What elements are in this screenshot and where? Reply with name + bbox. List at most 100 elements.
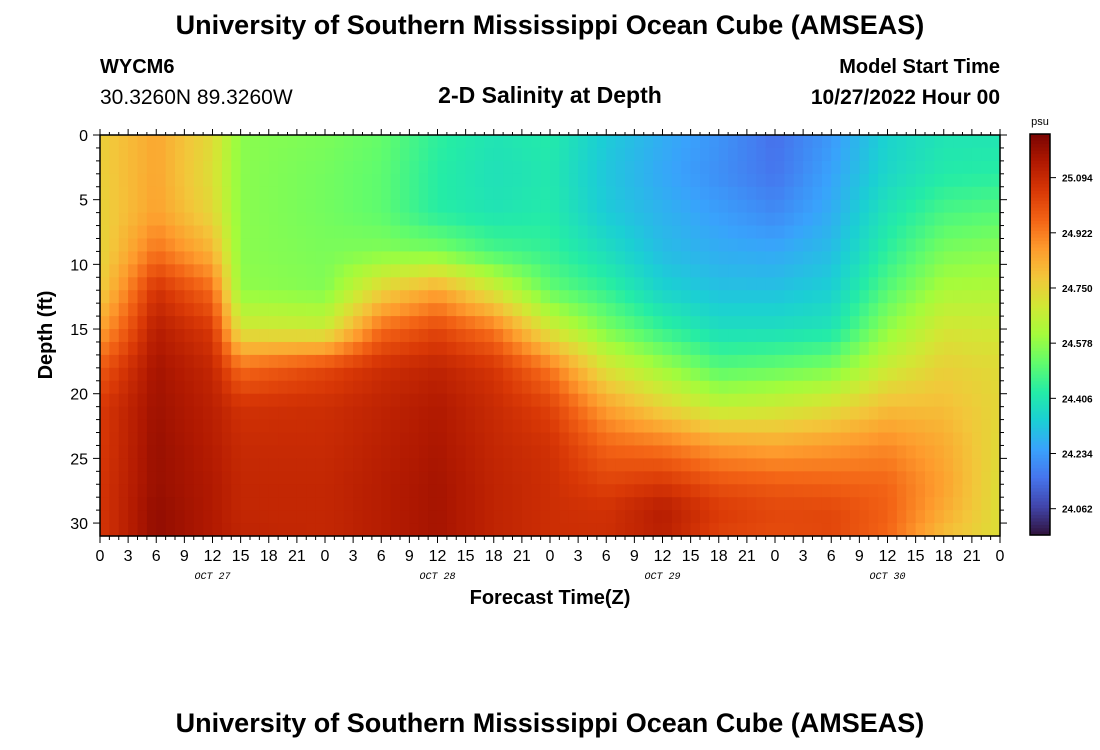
heatmap-cell: [812, 510, 823, 524]
heatmap-cell: [746, 160, 757, 175]
heatmap-cell: [118, 523, 129, 537]
heatmap-cell: [156, 406, 167, 421]
heatmap-cell: [221, 264, 232, 278]
heatmap-cell: [531, 225, 542, 240]
heatmap-cell: [418, 380, 429, 395]
colorbar-segment: [1030, 144, 1050, 148]
heatmap-cell: [287, 471, 298, 485]
heatmap-cell: [428, 367, 439, 382]
heatmap-cell: [531, 251, 542, 265]
heatmap-cell: [268, 497, 279, 511]
heatmap-cell: [896, 290, 907, 304]
heatmap-cell: [437, 329, 448, 343]
heatmap-cell: [587, 458, 598, 472]
heatmap-cell: [962, 393, 973, 408]
heatmap-cell: [156, 458, 167, 472]
heatmap-cell: [615, 160, 626, 175]
heatmap-cell: [690, 251, 701, 265]
x-tick-label: 21: [738, 548, 756, 565]
heatmap-cell: [596, 290, 607, 304]
heatmap-cell: [662, 147, 673, 162]
heatmap-cell: [728, 303, 739, 317]
heatmap-cell: [306, 432, 317, 447]
heatmap-cell: [737, 135, 748, 149]
heatmap-cell: [990, 277, 1001, 291]
heatmap-cell: [596, 354, 607, 369]
heatmap-cell: [165, 380, 176, 395]
heatmap-cell: [653, 419, 664, 434]
heatmap-cell: [840, 303, 851, 317]
heatmap-cell: [400, 212, 410, 227]
heatmap-cell: [531, 212, 542, 227]
heatmap-cell: [671, 341, 682, 356]
heatmap-cell: [428, 354, 439, 369]
heatmap-cell: [831, 199, 842, 214]
heatmap-cell: [728, 523, 739, 537]
heatmap-cell: [296, 393, 307, 408]
heatmap-cell: [175, 329, 185, 343]
heatmap-cell: [484, 160, 495, 175]
heatmap-cell: [728, 367, 739, 382]
heatmap-cell: [606, 354, 617, 369]
heatmap-cell: [250, 432, 260, 447]
heatmap-cell: [981, 458, 992, 472]
heatmap-cell: [268, 510, 279, 524]
heatmap-cell: [315, 354, 326, 369]
heatmap-cell: [925, 238, 935, 253]
heatmap-cell: [409, 354, 420, 369]
heatmap-cell: [146, 341, 157, 356]
heatmap-cell: [334, 445, 345, 459]
heatmap-cell: [550, 199, 560, 214]
heatmap-cell: [118, 510, 129, 524]
heatmap-cell: [962, 354, 973, 369]
heatmap-cell: [296, 199, 307, 214]
heatmap-cell: [615, 251, 626, 265]
heatmap-cell: [559, 458, 570, 472]
heatmap-cell: [859, 497, 870, 511]
heatmap-cell: [681, 406, 692, 421]
heatmap-cell: [981, 186, 992, 201]
heatmap-cell: [203, 277, 214, 291]
heatmap-cell: [221, 135, 232, 149]
heatmap-cell: [400, 173, 410, 188]
heatmap-cell: [493, 135, 504, 149]
heatmap-cell: [690, 225, 701, 240]
heatmap-cell: [437, 523, 448, 537]
heatmap-cell: [728, 432, 739, 447]
heatmap-cell: [381, 173, 392, 188]
heatmap-cell: [465, 290, 476, 304]
heatmap-cell: [109, 290, 120, 304]
heatmap-cell: [709, 471, 720, 485]
heatmap-cell: [953, 471, 964, 485]
heatmap-cell: [521, 458, 532, 472]
heatmap-cell: [821, 523, 832, 537]
heatmap-cell: [634, 303, 645, 317]
heatmap-cell: [475, 290, 485, 304]
heatmap-cell: [184, 290, 195, 304]
heatmap-cell: [465, 173, 476, 188]
heatmap-cell: [325, 147, 335, 162]
heatmap-cell: [709, 445, 720, 459]
heatmap-cell: [540, 147, 551, 162]
heatmap-cell: [887, 380, 898, 395]
heatmap-cell: [146, 523, 157, 537]
heatmap-cell: [371, 135, 382, 149]
heatmap-cell: [306, 186, 317, 201]
heatmap-cell: [278, 173, 289, 188]
heatmap-cell: [118, 406, 129, 421]
heatmap-cell: [887, 406, 898, 421]
heatmap-cell: [512, 471, 523, 485]
heatmap-cell: [118, 329, 129, 343]
heatmap-cell: [578, 173, 589, 188]
heatmap-cell: [362, 199, 373, 214]
heatmap-cell: [596, 471, 607, 485]
heatmap-cell: [353, 160, 364, 175]
heatmap-cell: [765, 523, 776, 537]
heatmap-cell: [128, 147, 139, 162]
heatmap-cell: [625, 199, 635, 214]
heatmap-cell: [775, 341, 785, 356]
heatmap-cell: [896, 277, 907, 291]
heatmap-cell: [287, 497, 298, 511]
heatmap-cell: [868, 329, 879, 343]
heatmap-cell: [521, 147, 532, 162]
